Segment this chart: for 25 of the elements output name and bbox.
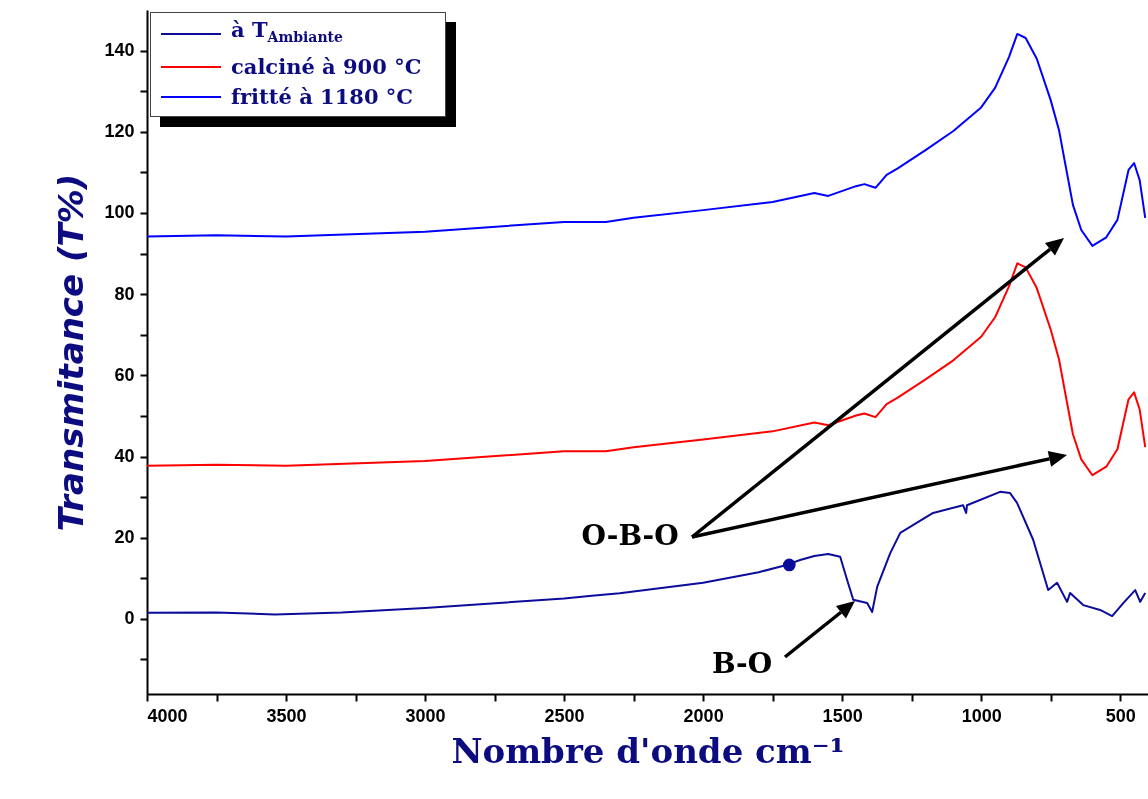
line-series	[146, 262, 1147, 477]
x-tick-label: 500	[1105, 705, 1136, 726]
x-tick-label: 1000	[961, 705, 1002, 726]
annotation: O-B-O	[581, 518, 679, 552]
x-tick-label: 1500	[822, 705, 863, 726]
y-tick-label: 40	[114, 446, 135, 467]
y-tick-label: 80	[114, 283, 135, 304]
x-tick-label: 2500	[544, 705, 585, 726]
y-tick-label: 20	[114, 527, 135, 548]
y-tick-label: 0	[124, 608, 135, 629]
x-tick-label: 3500	[266, 705, 307, 726]
legend-label: fritté à 1180 °C	[231, 83, 414, 112]
x-tick-label: 2000	[683, 705, 724, 726]
x-axis-title: Nombre d'onde cm⁻¹	[451, 730, 845, 771]
y-axis-title: Transmitance (T%)	[51, 173, 92, 532]
line-series	[146, 490, 1147, 618]
legend-label: calciné à 900 °C	[231, 53, 422, 82]
x-tick-label: 3000	[405, 705, 446, 726]
y-tick-label: 100	[104, 202, 135, 223]
y-tick-label: 140	[104, 40, 135, 61]
y-tick-label: 120	[104, 121, 135, 142]
x-tick-label: 4000	[147, 705, 188, 726]
legend-label: à T$_{Ambiante}$	[231, 16, 343, 48]
annotation: B-O	[711, 646, 773, 680]
y-tick-label: 60	[114, 364, 135, 385]
